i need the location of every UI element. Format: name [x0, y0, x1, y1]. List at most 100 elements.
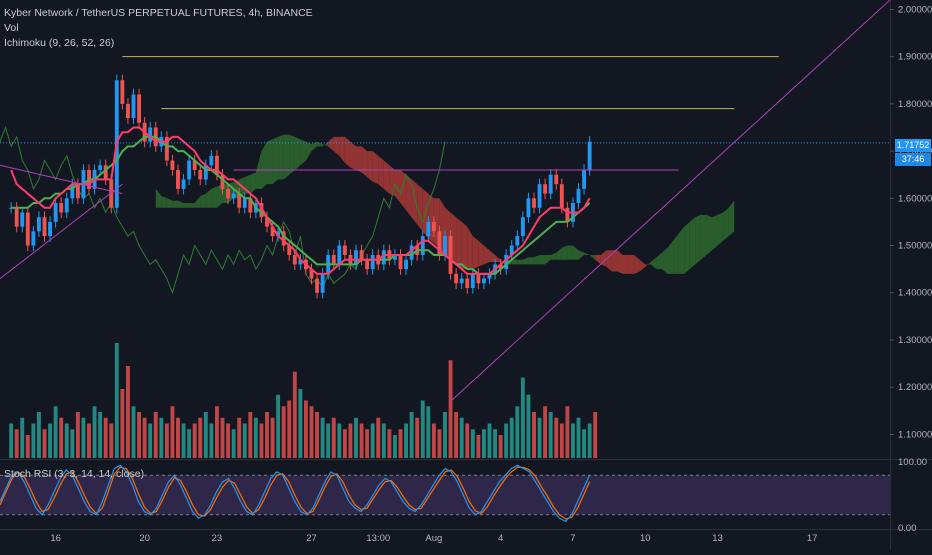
- cloud-segment: [545, 254, 551, 265]
- stoch-label: Stoch RSI (3, 3, 14, 14, close): [4, 468, 145, 480]
- volume-bar: [331, 417, 336, 458]
- cloud-segment: [483, 245, 490, 265]
- candle-body: [587, 141, 592, 170]
- ichimoku-base-line: [11, 135, 591, 275]
- candle-body: [392, 254, 397, 260]
- cloud-segment: [539, 254, 546, 265]
- candle-body: [181, 179, 186, 189]
- price-tick-label: 1.60000: [898, 193, 932, 204]
- volume-bar: [137, 412, 142, 458]
- candle-body: [459, 278, 464, 284]
- volume-bar: [515, 406, 520, 458]
- volume-bar: [103, 417, 108, 458]
- time-tick-label: 13:00: [366, 533, 390, 544]
- cloud-segment: [673, 233, 679, 274]
- volume-bar: [370, 423, 375, 458]
- candle-body: [237, 193, 242, 208]
- time-tick-label: 13: [712, 533, 723, 544]
- volume-bar: [9, 423, 14, 458]
- volume-bar: [476, 435, 481, 458]
- volume-bar: [431, 423, 436, 458]
- volume-bar: [337, 423, 342, 458]
- stoch-band: [0, 475, 890, 515]
- candle-body: [309, 269, 314, 279]
- candle-body: [470, 273, 475, 289]
- volume-bar: [381, 423, 386, 458]
- price-tick-label: 1.80000: [898, 99, 932, 110]
- volume-bar: [493, 429, 498, 458]
- cloud-segment: [216, 184, 223, 208]
- volume-bar: [87, 423, 91, 458]
- cloud-segment: [194, 195, 201, 208]
- volume-bar: [326, 423, 331, 458]
- cloud-segment: [250, 172, 256, 194]
- time-tick-label: 10: [640, 533, 651, 544]
- ichimoku-conversion-line: [10, 126, 591, 275]
- candle-body: [532, 198, 536, 208]
- cloud-segment: [572, 245, 579, 260]
- cloud-segment: [534, 254, 540, 265]
- cloud-segment: [417, 184, 423, 232]
- candle-body: [248, 198, 253, 213]
- candle-body: [565, 207, 570, 222]
- stoch-tick-label: 0.00: [898, 523, 917, 534]
- volume-bar: [465, 423, 470, 458]
- candle-body: [548, 174, 553, 194]
- volume-bar: [287, 400, 292, 458]
- volume-bar: [198, 417, 203, 458]
- candle-body: [259, 203, 264, 218]
- candle-body: [53, 203, 58, 222]
- candle-body: [365, 259, 370, 270]
- cloud-segment: [456, 217, 462, 270]
- cloud-segment: [728, 200, 735, 237]
- candle-body: [164, 136, 169, 161]
- candle-body: [576, 188, 581, 204]
- candle-body: [214, 155, 219, 175]
- volume-bar: [543, 406, 548, 458]
- candle-body: [487, 273, 492, 279]
- candle-body: [20, 212, 25, 227]
- cloud-segment: [161, 195, 167, 208]
- cloud-segment: [472, 236, 479, 270]
- volume-bar: [220, 417, 225, 458]
- candle-body: [287, 245, 292, 255]
- volume-bar: [481, 429, 486, 458]
- price-tick-label: 1.50000: [898, 241, 932, 252]
- candle-body: [359, 250, 364, 260]
- cloud-segment: [166, 198, 173, 208]
- candle-body: [582, 169, 587, 189]
- candle-body: [131, 94, 136, 119]
- cloud-segment: [378, 155, 384, 189]
- cloud-segment: [205, 188, 212, 208]
- volume-bar: [98, 412, 103, 458]
- volume-bar: [359, 423, 364, 458]
- volume-bar: [565, 406, 570, 458]
- candle-body: [137, 94, 142, 123]
- volume-bar: [426, 406, 431, 458]
- stoch-k-line: [0, 464, 591, 523]
- volume-bar: [265, 412, 269, 458]
- candle-body: [443, 236, 447, 255]
- volume-bar: [109, 423, 114, 458]
- lagging-span: [0, 125, 446, 295]
- candle-body: [320, 273, 325, 293]
- volume-bar: [559, 423, 564, 458]
- volume-bar: [554, 417, 559, 458]
- volume-bar: [214, 406, 219, 458]
- volume-bar: [348, 423, 353, 458]
- candle-body: [64, 198, 69, 213]
- candle-body: [231, 193, 236, 199]
- volume-bar: [576, 417, 581, 458]
- trend-line-lower: [0, 183, 123, 279]
- volume-bar: [70, 429, 75, 458]
- cloud-segment: [522, 257, 529, 265]
- cloud-segment: [712, 214, 718, 251]
- volume-bar: [420, 400, 425, 458]
- volume-bar: [398, 429, 403, 458]
- candle-body: [520, 217, 525, 237]
- volume-bar: [320, 417, 325, 458]
- volume-bar: [303, 400, 308, 458]
